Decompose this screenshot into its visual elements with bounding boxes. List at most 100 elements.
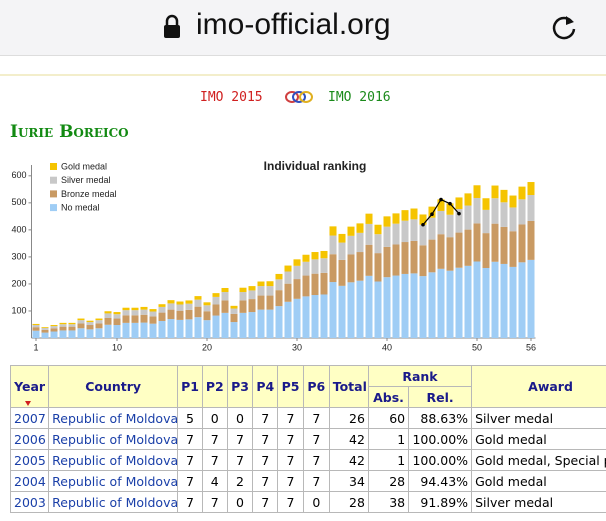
y-tick-label: 600 [11, 170, 26, 180]
table-cell: 7 [252, 428, 279, 450]
bar-segment [50, 326, 58, 329]
bar-segment [158, 306, 166, 313]
bar-segment [437, 234, 445, 269]
year-link[interactable]: 2007 [14, 410, 46, 426]
bar-segment [41, 327, 49, 330]
next-link[interactable]: IMO 2016 [328, 90, 391, 105]
bar-segment [95, 320, 103, 324]
bar-segment [446, 214, 454, 238]
bar-segment [50, 331, 58, 338]
bar-segment [356, 232, 364, 253]
year-link[interactable]: 2005 [14, 452, 46, 468]
country-link[interactable]: Republic of Moldova [52, 431, 178, 447]
bar-segment [239, 312, 247, 338]
table-cell: 26 [328, 407, 369, 429]
bar-segment [356, 280, 364, 338]
url[interactable]: imo-official.org [196, 8, 391, 41]
table-row: 2004 Republic of Moldova 7 4 2 7 7 7 34 28 94.43% G… [10, 470, 606, 492]
bar-segment [347, 226, 355, 236]
legend-swatch [50, 190, 57, 198]
bar-segment [401, 273, 409, 338]
prev-link[interactable]: IMO 2015 [200, 90, 263, 105]
y-tick-label: 100 [11, 305, 26, 315]
reload-icon[interactable] [550, 12, 580, 42]
bar-segment [167, 300, 175, 304]
bar-segment [518, 224, 526, 263]
bar-segment [221, 287, 229, 293]
bar-segment [527, 220, 535, 260]
bar-segment [302, 254, 310, 262]
table-cell: 0 [226, 491, 254, 513]
bar-segment [203, 305, 211, 312]
bar-segment [464, 193, 472, 206]
bar-segment [446, 270, 454, 338]
bar-segment [329, 235, 337, 255]
bar-segment [257, 309, 265, 338]
bar-segment [275, 290, 283, 307]
bar-segment [383, 246, 391, 278]
bar-segment [401, 242, 409, 274]
table-row: 2005 Republic of Moldova 7 7 7 7 7 7 42 1 100.00% G… [10, 449, 606, 471]
bar-segment [410, 219, 418, 241]
table-cell: 5 [177, 407, 203, 429]
bar-segment [275, 306, 283, 338]
country-link[interactable]: Republic of Moldova [52, 473, 178, 489]
bar-segment [410, 240, 418, 274]
bar-segment [230, 322, 238, 338]
bar-segment [419, 224, 427, 246]
bar-segment [446, 237, 454, 271]
table-cell: 2006 [10, 428, 50, 450]
table-cell: Republic of Moldova [48, 449, 179, 471]
bar-segment [464, 229, 472, 266]
bar-segment [356, 252, 364, 281]
bar-segment [176, 319, 184, 338]
bar-segment [374, 281, 382, 338]
table-cell: 38 [367, 491, 410, 513]
country-link[interactable]: Republic of Moldova [52, 494, 178, 510]
year-link[interactable]: 2006 [14, 431, 46, 447]
bar-segment [131, 322, 139, 338]
table-cell: 7 [201, 491, 228, 513]
bar-segment [311, 252, 319, 260]
bar-segment [311, 259, 319, 274]
bar-segment [284, 301, 292, 338]
bar-segment [392, 244, 400, 276]
bar-segment [383, 216, 391, 227]
bar-segment [527, 195, 535, 221]
column-header: Country [48, 365, 179, 408]
legend-label: Gold medal [61, 161, 107, 171]
bar-segment [230, 305, 238, 309]
bar-segment [59, 326, 67, 331]
year-link[interactable]: 2004 [14, 473, 46, 489]
bar-segment [221, 300, 229, 313]
bar-segment [248, 290, 256, 300]
bar-segment [365, 275, 373, 338]
x-tick-label: 10 [112, 342, 122, 352]
legend-swatch [50, 163, 57, 170]
bar-segment [41, 327, 49, 328]
bar-segment [32, 323, 40, 326]
ranking-point [430, 212, 434, 216]
table-cell: Republic of Moldova [48, 491, 179, 513]
country-link[interactable]: Republic of Moldova [52, 410, 178, 426]
bar-segment [149, 311, 157, 317]
ranking-point [457, 211, 461, 216]
bar-segment [41, 332, 49, 338]
bar-segment [266, 295, 274, 310]
table-cell: 7 [302, 449, 330, 471]
table-wrap: Year Country P1 P2 P3 P4 P5 P6 Total Rank Award Abs… [10, 365, 606, 513]
bar-segment [50, 328, 58, 332]
table-cell: 34 [328, 470, 369, 492]
table-cell: 100.00% [408, 449, 473, 471]
year-link[interactable]: 2003 [14, 494, 46, 510]
bar-segment [257, 295, 265, 310]
participant-name: Iurie Boreico [10, 122, 129, 142]
country-link[interactable]: Republic of Moldova [52, 452, 178, 468]
bar-segment [347, 254, 355, 283]
legend-label: Bronze medal [61, 189, 117, 199]
bar-segment [338, 233, 346, 243]
table-cell: 7 [302, 428, 330, 450]
table-cell: 7 [226, 428, 254, 450]
bar-segment [203, 311, 211, 321]
table-cell: 7 [252, 470, 279, 492]
